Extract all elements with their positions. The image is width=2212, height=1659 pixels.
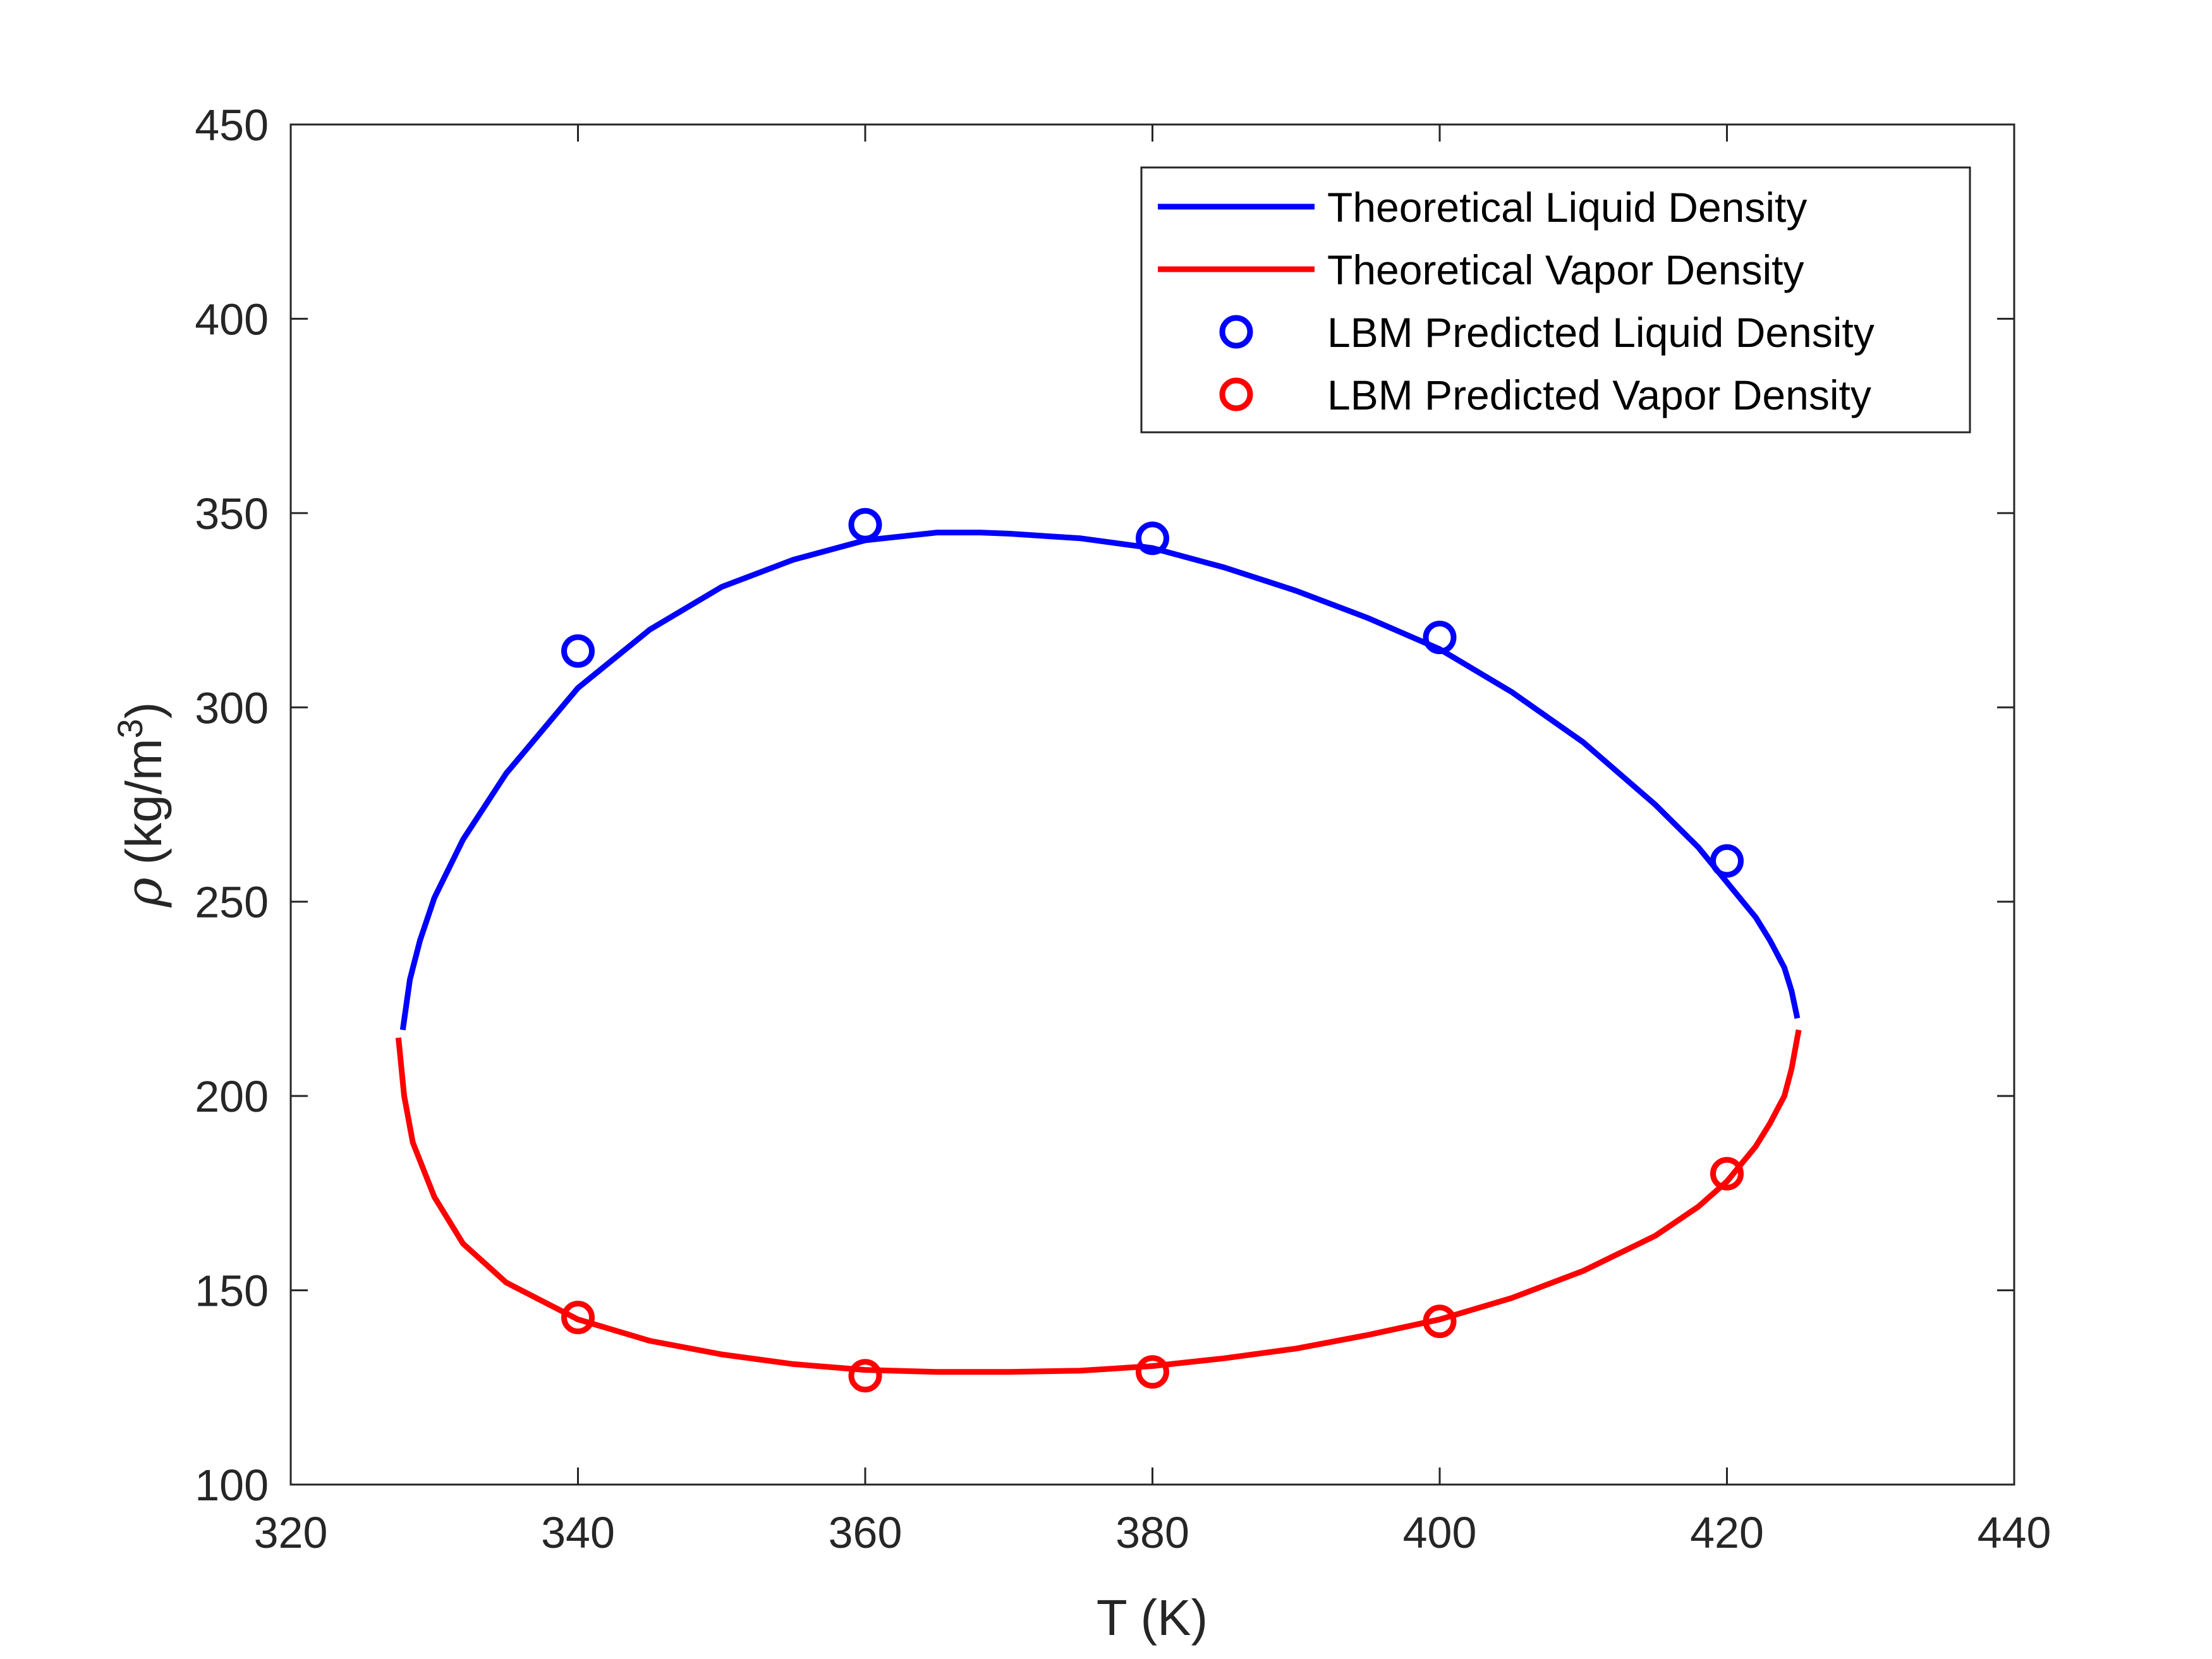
x-tick-label-5: 420 [1690,1508,1764,1557]
series-3-marker-1 [848,1359,882,1393]
x-tick-label-2: 360 [829,1508,902,1557]
series-3-marker-3 [1423,1304,1457,1339]
y-tick-label-7: 450 [195,100,269,150]
series-layer [395,507,1802,1393]
y-tick-label-3: 250 [195,878,269,927]
y-axis-label-unit: (kg/m [116,738,172,865]
series-2-marker-4 [1710,844,1744,878]
series-3-marker-2 [1136,1355,1169,1389]
series-3-marker-4 [1710,1157,1744,1191]
y-tick-label-6: 400 [195,295,269,344]
series-2-marker-1 [848,507,882,542]
x-tick-label-4: 400 [1403,1508,1477,1557]
y-axis-label-symbol: ρ [114,877,173,908]
y-tick-label-1: 150 [195,1267,269,1316]
legend-box [1140,166,1971,434]
y-axis-label: ρ (kg/m3) [110,702,173,908]
series-2-marker-3 [1423,621,1457,655]
series-3-marker-0 [561,1301,595,1335]
series-2-marker-2 [1136,521,1169,556]
ticks-layer: 320 340 360 380 400 420 440 100 150 200 250 300 350 4… [195,100,2051,1557]
y-tick-label-0: 100 [195,1461,269,1510]
y-axis-label-exponent: 3 [110,719,150,738]
y-tick-label-2: 200 [195,1072,269,1121]
x-axis-label: T (K) [1097,1589,1208,1646]
x-tick-label-0: 320 [254,1508,328,1557]
x-tick-label-6: 440 [1978,1508,2051,1557]
series-2-marker-0 [561,634,595,668]
y-tick-label-5: 350 [195,489,269,538]
y-axis-label-close: ) [116,702,172,719]
legend-swatch-liquid-marker [1219,315,1253,349]
legend-label-liquid-marker: LBM Predicted Liquid Density [1327,309,1875,356]
legend-label-vapor-marker: LBM Predicted Vapor Density [1327,372,1871,418]
legend-label-vapor-line: Theoretical Vapor Density [1327,246,1804,293]
legend: Theoretical Liquid Density Theoretical V… [1140,166,1971,434]
legend-swatch-vapor-marker [1219,377,1253,411]
y-tick-label-4: 300 [195,683,269,732]
legend-label-liquid-line: Theoretical Liquid Density [1327,184,1807,231]
series-line-1 [395,1029,1802,1375]
x-tick-label-3: 380 [1115,1508,1189,1557]
series-line-0 [399,530,1801,1031]
x-tick-label-1: 340 [541,1508,615,1557]
